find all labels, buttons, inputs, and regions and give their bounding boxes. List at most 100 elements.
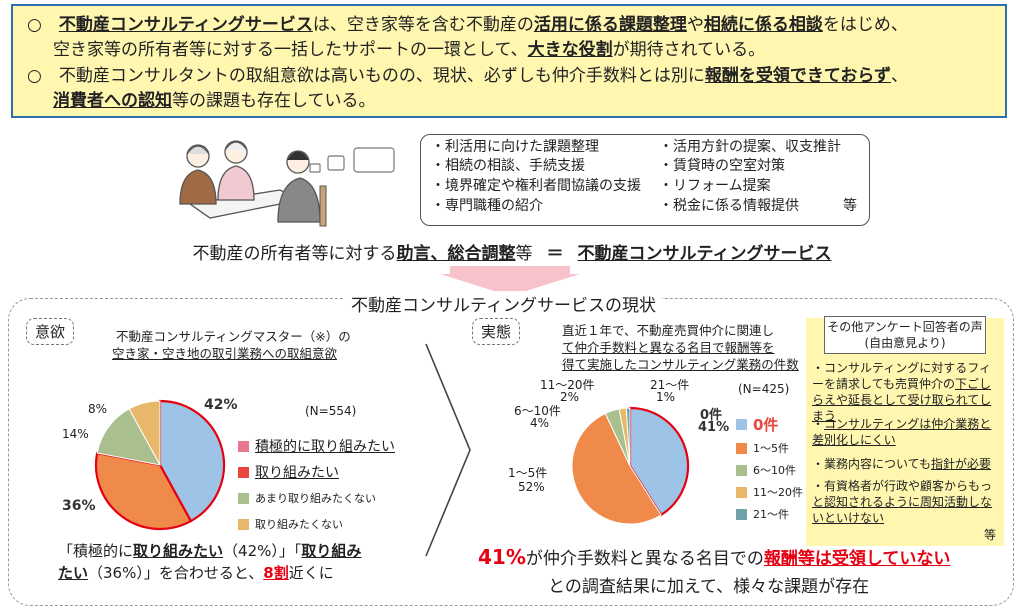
pie-slice-2 [571,412,662,525]
conclusion-line-2: との調査結果に加えて、様々な課題が存在 [548,577,870,597]
voice-item: ・有資格者が行政や顧客からもっと認知されるように周知活動しないといけない [812,478,998,526]
right-chart-n: (N=425) [738,382,790,396]
legend-label: 0件 [753,416,779,434]
equation-emph: 助言、総合調整 [396,244,516,264]
legend-swatch [736,419,747,430]
summary-text: 空き家等の所有者等に対する一括したサポートの一環として、 [53,40,528,60]
legend-swatch [238,518,249,530]
service-item: ・相続の相談、手続支援 [431,158,585,174]
voices-title-2: (自由意見より) [864,336,946,350]
service-item: ・境界確定や権利者間協議の支援 [431,178,641,194]
summary-text: や [686,15,704,35]
consultation-illustration [179,140,395,227]
legend-label: 取り組みたくない [255,518,343,531]
pie2-label-a-name: 1～5件 [508,466,548,480]
service-etc: 等 [843,198,857,214]
pie-slice-4 [128,400,161,466]
legend-item: 6～10件 [736,462,796,478]
services-box: ・利活用に向けた課題整理 ・相続の相談、手続支援 ・境界確定や権利者間協議の支援… [420,134,870,226]
service-item: ・利活用に向けた課題整理 [431,139,599,155]
voices-title: その他アンケート回答者の声 (自由意見より) [824,316,986,354]
voice-emph: 指針が必要 [931,457,992,471]
chevron-right-icon [425,343,471,557]
summary-emph: 取り組み [301,542,362,560]
summary-text: 近くに [288,564,334,582]
legend-swatch [238,440,249,452]
legend-swatch [736,464,747,476]
summary-emph: 不動産コンサルティングサービス [58,15,313,35]
summary-text: ○ 不動産コンサルタントの取組意欲は高いものの、現状、必ずしも仲介手数料とは別に [27,66,705,86]
conclusion-emph-red: 41% [478,545,526,569]
left-summary-line-2: たい（36%）」を合わせると、8割近くに [58,562,334,583]
summary-line-3: ○ 不動産コンサルタントの取組意欲は高いものの、現状、必ずしも仲介手数料とは別に… [27,65,908,87]
pie-slice-3 [96,408,161,466]
left-pie-chart [94,399,226,531]
legend-label: 積極的に取り組みたい [255,439,395,455]
voice-text: ・コンサルティングに対するフィーを請求しても売買仲介の [812,361,992,391]
summary-emph: 消費者への認知 [53,91,172,111]
pie2-label-zero-name: 0件 [700,408,723,423]
pie1-label-14: 14% [62,427,89,441]
pie2-label-d-name: 21～件 [650,378,690,392]
summary-emph: 大きな役割 [527,40,613,60]
pie-slice-2 [94,451,193,531]
legend-item: 1～5件 [736,440,789,456]
pie2-label-zero-pct: 41% [698,420,730,435]
voice-emph: と認知されるように周知活動しないといけない [812,495,993,525]
equals-sign: ＝ [546,244,564,264]
legend-item: あまり取り組みたくない [238,490,376,506]
summary-text: 「積極的に [58,542,134,560]
pie2-label-b-pct: 4% [530,416,550,430]
voice-item: ・コンサルティングに対するフィーを請求しても売買仲介の下ごしらえや延長として受け… [812,360,998,424]
service-item: ・税金に係る情報提供 [659,198,799,214]
definition-equation: 不動産の所有者等に対する助言、総合調整等 ＝ 不動産コンサルティングサービス [0,239,1024,264]
pie1-label-8: 8% [88,402,108,416]
service-item: ・活用方針の提案、収支推計 [659,139,841,155]
pie1-label-42: 42% [204,397,238,413]
left-chart-title-2: 空き家・空き地の取引業務への取組意欲 [112,346,338,361]
section-title: 不動産コンサルティングサービスの現状 [345,291,662,316]
right-chart-title-3: 得て実施したコンサルティング業務の件数 [562,357,799,372]
pie2-label-b-name: 6～10件 [514,404,561,418]
voice-item: ・コンサルティングは仲介業務と差別化しにくい [812,416,998,448]
summary-text: が期待されている。 [612,40,766,60]
pie1-label-36: 36% [62,498,96,514]
legend-swatch [736,442,747,454]
legend-label: 6～10件 [753,464,796,477]
right-chart-title-1: 直近１年で、不動産売買仲介に関連し [562,323,775,338]
summary-emph: 報酬を受領できておらず [704,66,891,86]
down-arrow-icon [440,266,580,296]
service-item: ・リフォーム提案 [659,178,771,194]
pie-slice-1 [158,399,226,523]
pie-slice-5 [625,407,631,467]
legend-item: 21～件 [736,506,789,522]
summary-line-2: 空き家等の所有者等に対する一括したサポートの一環として、大きな役割が期待されてい… [53,39,765,61]
legend-label: 1～5件 [753,442,789,455]
left-summary-line-1: 「積極的に取り組みたい（42%）」「取り組み [58,540,361,561]
summary-line-4: 消費者への認知等の課題も存在している。 [53,90,376,112]
bullet: ○ [27,15,59,35]
summary-text: （36%）」を合わせると、 [88,564,264,582]
legend-item: 11～20件 [736,484,803,500]
motivation-tag: 意欲 [26,318,75,345]
summary-emph: 取り組みたい [133,542,224,560]
summary-text: をはじめ、 [822,15,908,35]
summary-emph-red: 8割 [263,564,289,582]
survey-voices-box: その他アンケート回答者の声 (自由意見より) ・コンサルティングに対するフィーを… [806,316,1004,546]
legend-item: 積極的に取り組みたい [238,436,395,456]
pie2-label-c-pct: 2% [560,390,580,404]
actual-tag: 実態 [472,318,521,345]
voices-title-1: その他アンケート回答者の声 [827,320,983,334]
legend-label: 11～20件 [753,486,803,499]
equation-text: 等 [515,244,533,264]
pie2-label-c-name: 11～20件 [540,378,595,392]
conclusion-emph-red: 報酬等は受領していない [763,549,951,569]
legend-label: あまり取り組みたくない [255,492,376,505]
summary-emph: たい [58,564,89,582]
equation-text: 不動産の所有者等に対する [192,244,397,264]
voices-etc: 等 [983,528,996,542]
voice-item: ・業務内容についても指針が必要 [812,456,998,472]
summary-text: 、 [891,66,908,86]
summary-emph: 相続に係る相談 [703,15,823,35]
service-item: ・専門職種の紹介 [431,198,543,214]
